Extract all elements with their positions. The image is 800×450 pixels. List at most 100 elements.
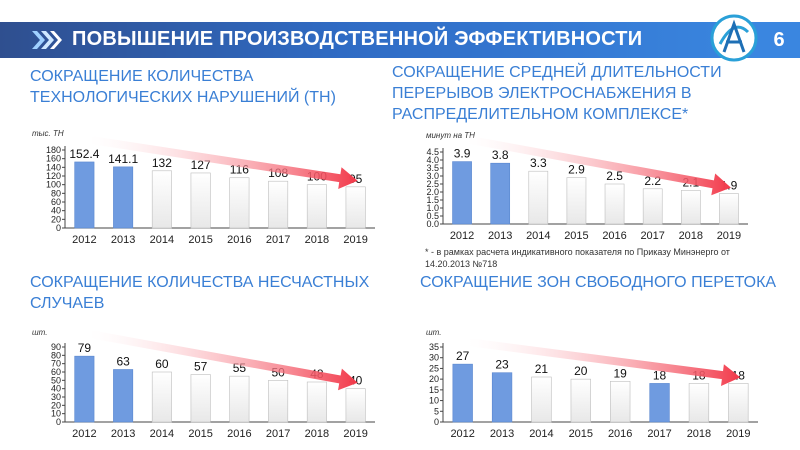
chart-free-flow: шт.0510152025303527201223201321201420201… [426,328,758,440]
x-tick-label-2016: 2016 [608,428,632,440]
y-tick-label: 10 [429,396,439,406]
x-tick-label-2013: 2013 [490,428,514,440]
footnote: * - в рамках расчета индикативного показ… [425,247,730,269]
page-number: 6 [758,22,800,58]
x-tick-label-2017: 2017 [647,428,671,440]
trend-arrow [468,338,741,386]
trend-arrow [467,135,731,196]
trend-arrow [89,330,358,391]
x-tick-label-2012: 2012 [450,428,474,440]
bar-2016 [229,375,250,423]
y-axis-unit-label: тыс. ТН [32,129,64,138]
section-title-outage-duration: СОКРАЩЕНИЕ СРЕДНЕЙ ДЛИТЕЛЬНОСТИ ПЕРЕРЫВО… [392,64,722,123]
y-tick-label: 80 [51,188,61,198]
x-tick-label-2012: 2012 [72,234,96,246]
y-tick-label: 20 [429,374,439,384]
data-label-2016: 19 [614,366,628,380]
bar-2019 [728,383,749,423]
y-tick-label: 140 [46,162,61,172]
y-tick-label: 5 [434,406,439,416]
bar-2016 [229,177,250,229]
bar-2013 [113,166,134,229]
bar-2017 [649,383,670,423]
y-tick-label: 4.5 [426,147,439,157]
section-title-accidents: СОКРАЩЕНИЕ КОЛИЧЕСТВА НЕСЧАСТНЫХ СЛУЧАЕВ [30,274,370,312]
bar-2018 [680,190,701,225]
bar-2019 [345,388,366,423]
x-tick-label-2014: 2014 [529,428,553,440]
y-axis-unit-label: шт. [32,328,47,337]
bar-2015 [190,172,211,229]
bar-2016 [610,380,631,423]
y-tick-label: 35 [429,342,439,352]
bar-2013 [113,369,134,423]
y-tick-label: 80 [51,350,61,360]
bar-2018 [306,184,327,229]
y-tick-label: 100 [46,180,61,190]
data-label-2015: 2.9 [568,163,585,177]
x-tick-label-2014: 2014 [526,230,550,242]
x-tick-label-2018: 2018 [305,234,329,246]
x-tick-label-2017: 2017 [640,230,664,242]
y-tick-label: 0 [56,223,61,233]
y-tick-label: 25 [429,363,439,373]
x-tick-label-2014: 2014 [150,234,174,246]
chart-outage-duration: минут на ТН0.00.51.01.52.02.53.03.54.04.… [426,131,748,242]
y-tick-label: 1.5 [426,195,439,205]
y-tick-label: 20 [51,400,61,410]
x-tick-label-2015: 2015 [564,230,588,242]
y-tick-label: 40 [51,206,61,216]
chevrons-icon [32,31,62,49]
bar-2014 [528,170,549,225]
bar-2013 [490,162,511,225]
page-title: ПОВЫШЕНИЕ ПРОИЗВОДСТВЕННОЙ ЭФФЕКТИВНОСТИ [72,28,643,50]
x-tick-label-2015: 2015 [188,234,212,246]
y-tick-label: 20 [51,214,61,224]
y-tick-label: 0 [56,417,61,427]
bar-2015 [190,374,211,423]
section-title-free-flow: СОКРАЩЕНИЕ ЗОН СВОБОДНОГО ПЕРЕТОКА [420,274,777,291]
bar-2014 [151,371,172,423]
data-label-2013: 23 [495,358,509,372]
x-tick-label-2013: 2013 [111,234,135,246]
data-label-2016: 2.5 [606,169,623,183]
y-tick-label: 3.0 [426,171,439,181]
data-label-2014: 3.3 [530,156,547,170]
x-tick-label-2012: 2012 [450,230,474,242]
trend-arrow [89,136,358,189]
x-tick-label-2018: 2018 [679,230,703,242]
y-tick-label: 0.5 [426,211,439,221]
bar-2018 [688,383,710,423]
data-label-2017: 18 [653,368,667,382]
y-tick-label: 40 [51,384,61,394]
y-tick-label: 1.0 [426,203,439,213]
x-tick-label-2017: 2017 [266,234,290,246]
x-tick-label-2018: 2018 [305,428,329,440]
x-tick-label-2015: 2015 [569,428,593,440]
bar-2012 [452,363,473,423]
y-tick-label: 3.5 [426,163,439,173]
section-title-tech-violations: СОКРАЩЕНИЕ КОЛИЧЕСТВА ТЕХНОЛОГИЧЕСКИХ НА… [30,68,336,106]
x-tick-label-2012: 2012 [72,428,96,440]
data-label-2013: 141.1 [108,152,138,166]
data-label-2014: 60 [155,357,169,371]
y-tick-label: 30 [51,392,61,402]
y-tick-label: 160 [46,154,61,164]
data-label-2012: 3.9 [454,147,471,161]
bar-2017 [268,380,289,423]
bar-2012 [74,355,95,423]
bar-2018 [306,381,327,423]
data-label-2012: 79 [78,341,92,355]
y-tick-label: 50 [51,375,61,385]
y-axis-unit-label: минут на ТН [426,131,475,140]
bar-2012 [74,161,95,229]
data-label-2012: 27 [456,349,470,363]
x-tick-label-2016: 2016 [227,428,251,440]
y-tick-label: 2.0 [426,187,439,197]
data-label-2015: 20 [574,364,588,378]
bar-2012 [452,161,472,225]
y-tick-label: 10 [51,409,61,419]
x-tick-label-2016: 2016 [602,230,626,242]
y-tick-label: 60 [51,367,61,377]
